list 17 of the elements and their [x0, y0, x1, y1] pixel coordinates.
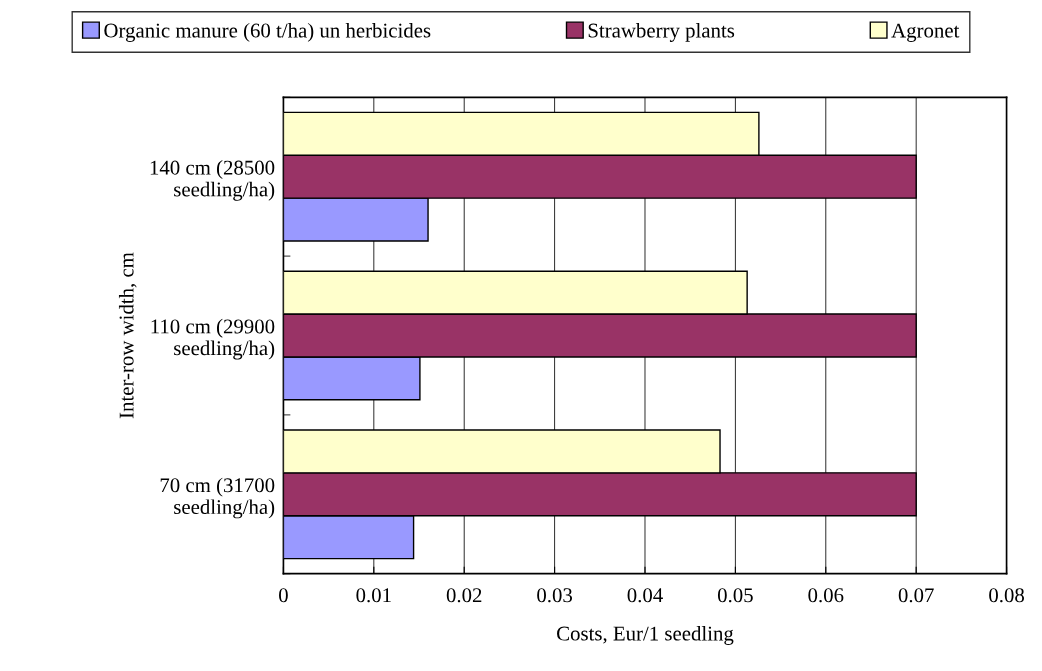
x-axis-title: Costs, Eur/1 seedling [557, 625, 734, 645]
x-tick-label: 0.01 [356, 588, 391, 603]
x-tick-label: 0.07 [898, 588, 934, 603]
legend-label: Organic manure (60 t/ha) un herbicides [104, 22, 431, 42]
x-tick-label: 0.02 [446, 588, 482, 603]
x-tick-label: 0 [279, 588, 288, 603]
x-tick-label: 0.08 [989, 588, 1025, 603]
x-tick-label: 0.03 [537, 588, 573, 603]
legend-label: Agronet [891, 23, 960, 42]
y-tick-label: 110 cm (29900 seedling/ha) [151, 318, 275, 360]
legend-label: Strawberry plants [588, 22, 735, 42]
x-tick-label: 0.04 [627, 588, 663, 603]
x-tick-label: 0.06 [808, 588, 844, 603]
x-tick-label: 0.05 [717, 588, 753, 603]
y-axis-title: Inter-row width, cm [118, 252, 137, 419]
y-tick-label: 70 cm (31700 seedling/ha) [160, 477, 275, 519]
y-tick-label: 140 cm (28500 seedling/ha) [150, 160, 275, 201]
